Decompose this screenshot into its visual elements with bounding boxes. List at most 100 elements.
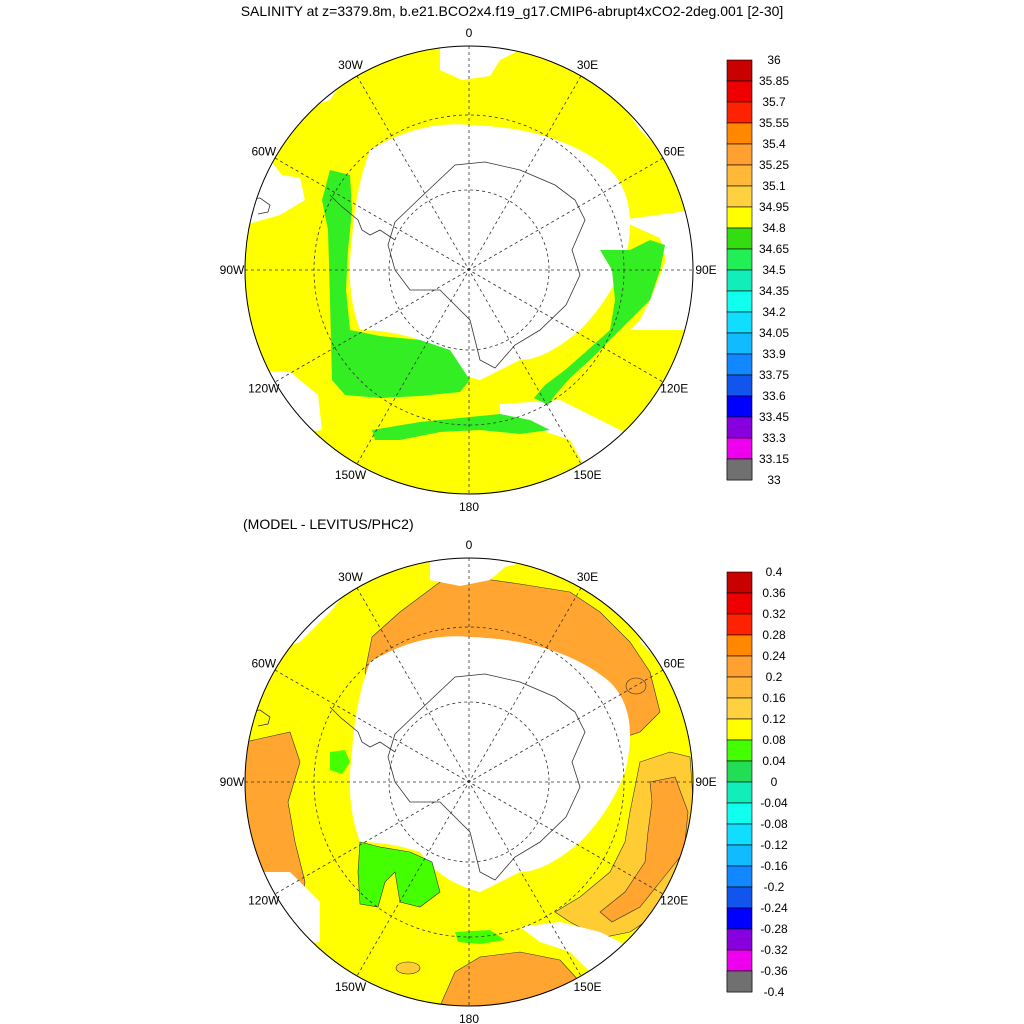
green-region bbox=[455, 930, 505, 944]
colorbar-label: 0.4 bbox=[766, 565, 783, 579]
colorbar-swatch bbox=[726, 395, 753, 418]
colorbar-swatch bbox=[726, 332, 753, 355]
antarctica-land bbox=[387, 161, 586, 369]
colorbar-label: -0.36 bbox=[760, 964, 788, 978]
colorbar-label: -0.16 bbox=[760, 859, 788, 873]
longitude-labels: 0 30E 60E 90E 120E 150E 180 150W 120W 90W 60W 30W bbox=[220, 26, 717, 512]
colorbar-swatch bbox=[726, 760, 753, 783]
colorbar-label: 0.08 bbox=[762, 733, 786, 747]
colorbar-swatch bbox=[726, 739, 753, 762]
colorbar-swatch bbox=[726, 844, 753, 867]
colorbar-label: 33 bbox=[767, 473, 781, 487]
longitude-label: 30W bbox=[338, 570, 363, 584]
longitude-label: 60W bbox=[251, 657, 276, 671]
colorbar-label: 34.8 bbox=[762, 221, 786, 235]
colorbar-swatch bbox=[726, 80, 753, 103]
orange-region bbox=[599, 776, 689, 923]
colorbar-swatch bbox=[726, 781, 753, 804]
colorbar-swatch bbox=[726, 164, 753, 187]
colorbar-label: 34.35 bbox=[759, 284, 789, 298]
colorbar-swatch bbox=[726, 697, 753, 720]
colorbar-swatch bbox=[726, 122, 753, 145]
colorbar-swatch bbox=[726, 416, 753, 439]
longitude-label: 90W bbox=[220, 775, 245, 789]
colorbar-swatch bbox=[726, 802, 753, 825]
longitude-label: 150E bbox=[573, 980, 601, 994]
antarctica-land bbox=[387, 673, 586, 881]
colorbar-label: 0.28 bbox=[762, 628, 786, 642]
colorbar-label: 33.75 bbox=[759, 368, 789, 382]
colorbar-label: 35.85 bbox=[759, 74, 789, 88]
colorbar-label: -0.12 bbox=[760, 838, 788, 852]
colorbar-label: 34.65 bbox=[759, 242, 789, 256]
longitude-label: 60W bbox=[251, 145, 276, 159]
longitude-label: 0 bbox=[466, 538, 473, 552]
difference-field bbox=[245, 558, 693, 1006]
longitude-label: 90W bbox=[220, 263, 245, 277]
longitude-label: 120W bbox=[248, 894, 280, 908]
contour-closed bbox=[395, 961, 421, 975]
longitude-labels: 0 30E 60E 90E 120E 150E 180 150W 120W 90W 60W 30W bbox=[220, 538, 717, 1024]
colorbar-label: -0.08 bbox=[760, 817, 788, 831]
longitude-label: 0 bbox=[466, 26, 473, 40]
colorbar-swatch bbox=[726, 185, 753, 208]
figure-title: SALINITY at z=3379.8m, b.e21.BCO2x4.f19_… bbox=[240, 3, 784, 19]
colorbar-swatch bbox=[726, 143, 753, 166]
colorbar-label: 35.55 bbox=[759, 116, 789, 130]
colorbar-swatch bbox=[726, 823, 753, 846]
colorbar-swatch bbox=[726, 248, 753, 271]
colorbar-label: 33.9 bbox=[762, 347, 786, 361]
missing-data-region bbox=[440, 46, 560, 80]
colorbar-label: 33.6 bbox=[762, 389, 786, 403]
colorbar-label: 34.95 bbox=[759, 200, 789, 214]
colorbar-label: 0.2 bbox=[766, 670, 783, 684]
colorbar-swatch bbox=[726, 655, 753, 678]
colorbar-swatch bbox=[726, 101, 753, 124]
missing-data-region bbox=[620, 210, 693, 330]
colorbar-label: 35.7 bbox=[762, 95, 786, 109]
green-region bbox=[534, 240, 665, 405]
colorbar-swatch bbox=[726, 206, 753, 229]
colorbar-label: 36 bbox=[767, 53, 781, 67]
colorbar-label: 33.3 bbox=[762, 431, 786, 445]
graticule bbox=[245, 46, 693, 494]
colorbar-label: 34.05 bbox=[759, 326, 789, 340]
longitude-label: 30W bbox=[338, 58, 363, 72]
longitude-label: 120E bbox=[660, 382, 688, 396]
map-border bbox=[244, 557, 694, 1007]
longitude-label: 90E bbox=[695, 775, 716, 789]
colorbar-label: 0.04 bbox=[762, 754, 786, 768]
salinity-map-panel: 0 30E 60E 90E 120E 150E 180 150W 120W 90W 60W 30W 3… bbox=[220, 26, 790, 512]
colorbar-swatch bbox=[726, 907, 753, 930]
colorbar-swatch bbox=[726, 928, 753, 951]
colorbar-swatch bbox=[726, 718, 753, 741]
longitude-label: 90E bbox=[695, 263, 716, 277]
colorbar-label: 35.4 bbox=[762, 137, 786, 151]
colorbar-swatch bbox=[726, 970, 753, 993]
colorbar-label: 0.12 bbox=[762, 712, 786, 726]
colorbar-label: 0.24 bbox=[762, 649, 786, 663]
colorbar-swatch bbox=[726, 269, 753, 292]
longitude-label: 30E bbox=[577, 58, 598, 72]
longitude-label: 180 bbox=[459, 1012, 479, 1024]
colorbar-label: 0.32 bbox=[762, 607, 786, 621]
colorbar-swatch bbox=[726, 886, 753, 909]
colorbar-label: -0.04 bbox=[760, 796, 788, 810]
green-region bbox=[330, 750, 350, 774]
colorbar-swatch bbox=[726, 634, 753, 657]
salinity-colorbar: 36 35.85 35.7 35.55 35.4 35.25 35.1 34.95 34.8 34… bbox=[726, 53, 789, 487]
green-region bbox=[322, 170, 470, 398]
colorbar-label: -0.2 bbox=[764, 880, 785, 894]
colorbar-label: 34.5 bbox=[762, 263, 786, 277]
colorbar-swatch bbox=[726, 374, 753, 397]
colorbar-swatch bbox=[726, 676, 753, 699]
colorbar-label: 33.45 bbox=[759, 410, 789, 424]
colorbar-label: -0.28 bbox=[760, 922, 788, 936]
colorbar-swatch bbox=[726, 592, 753, 615]
difference-colorbar: 0.4 0.36 0.32 0.28 0.24 0.2 0.16 0.12 0.08 0.04 0 -… bbox=[726, 565, 788, 999]
longitude-label: 120E bbox=[660, 894, 688, 908]
colorbar-label: 0.16 bbox=[762, 691, 786, 705]
colorbar-swatch bbox=[726, 290, 753, 313]
colorbar-label: -0.32 bbox=[760, 943, 788, 957]
antarctic-peninsula bbox=[329, 706, 396, 753]
